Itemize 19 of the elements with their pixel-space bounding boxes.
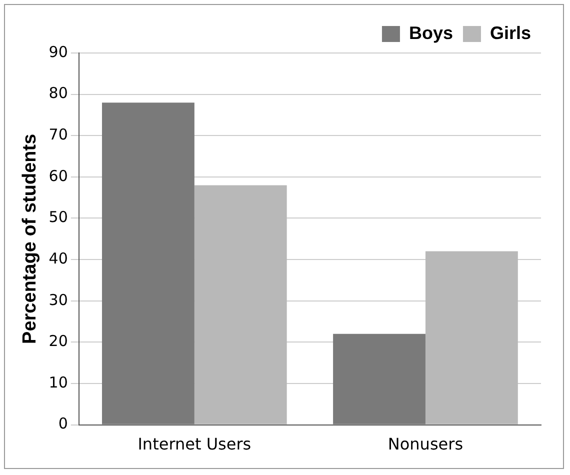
bar	[333, 334, 426, 424]
y-tick-label: 20	[48, 332, 68, 350]
bar	[194, 185, 287, 424]
y-tick-label: 30	[48, 290, 68, 309]
y-tick-label: 80	[48, 84, 68, 102]
y-tick-label: 90	[48, 42, 68, 61]
y-tick-label: 10	[48, 373, 68, 392]
x-tick-label: Internet Users	[138, 434, 252, 454]
y-tick-label: 50	[48, 208, 68, 226]
y-axis-title: Percentage of students	[20, 134, 41, 344]
y-tick-label: 60	[48, 166, 68, 185]
bar	[425, 251, 518, 424]
y-tick-label: 40	[48, 249, 68, 268]
x-tick-label: Nonusers	[388, 434, 464, 454]
legend-label: Girls	[490, 22, 532, 43]
y-tick-label: 70	[48, 126, 68, 144]
y-tick-label: 0	[58, 414, 68, 433]
bar	[102, 102, 194, 424]
legend-label: Boys	[408, 22, 453, 43]
